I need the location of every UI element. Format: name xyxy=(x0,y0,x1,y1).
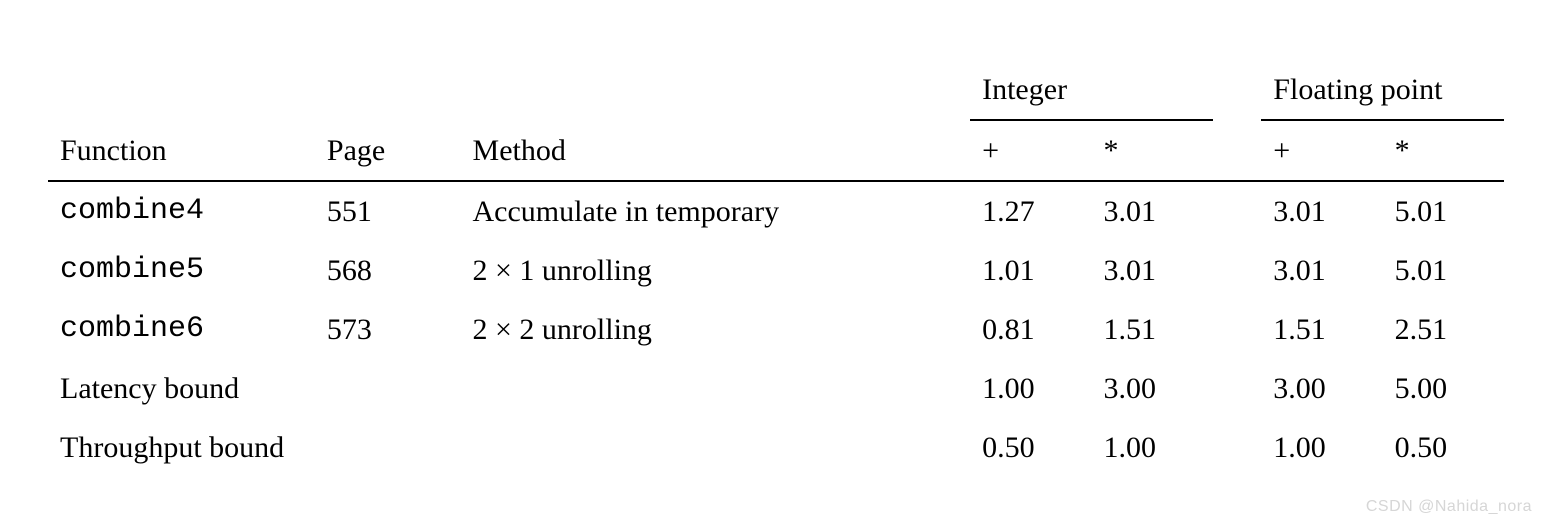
cell-int-star: 3.01 xyxy=(1091,181,1212,241)
watermark-text: CSDN @Nahida_nora xyxy=(1366,498,1532,516)
cell-function: combine5 xyxy=(48,241,315,300)
header-group-row: Integer Floating point xyxy=(48,60,1504,120)
cell-fp-star: 2.51 xyxy=(1383,300,1504,359)
cell-fp-plus: 1.51 xyxy=(1261,300,1382,359)
cell-function: combine6 xyxy=(48,300,315,359)
table-row-bound: Latency bound 1.00 3.00 3.00 5.00 xyxy=(48,359,1504,418)
cell-page: 573 xyxy=(315,300,461,359)
header-fp-star: * xyxy=(1383,120,1504,181)
cell-method: Accumulate in temporary xyxy=(461,181,971,241)
cell-method: 2 × 1 unrolling xyxy=(461,241,971,300)
cell-fp-plus: 3.01 xyxy=(1261,181,1382,241)
header-function: Function xyxy=(48,120,315,181)
header-method: Method xyxy=(461,120,971,181)
header-columns-row: Function Page Method + * + * xyxy=(48,120,1504,181)
cell-int-star: 3.00 xyxy=(1091,359,1212,418)
cell-bound-label: Throughput bound xyxy=(48,418,970,477)
cell-bound-label: Latency bound xyxy=(48,359,970,418)
cell-fp-star: 5.01 xyxy=(1383,181,1504,241)
cell-fp-star: 0.50 xyxy=(1383,418,1504,477)
cell-fp-star: 5.00 xyxy=(1383,359,1504,418)
header-page: Page xyxy=(315,120,461,181)
cell-int-star: 1.51 xyxy=(1091,300,1212,359)
cell-int-plus: 0.50 xyxy=(970,418,1091,477)
table-row: combine6 573 2 × 2 unrolling 0.81 1.51 1… xyxy=(48,300,1504,359)
table-row-bound: Throughput bound 0.50 1.00 1.00 0.50 xyxy=(48,418,1504,477)
cell-int-plus: 1.00 xyxy=(970,359,1091,418)
cell-int-plus: 1.01 xyxy=(970,241,1091,300)
cell-int-plus: 1.27 xyxy=(970,181,1091,241)
cell-int-star: 3.01 xyxy=(1091,241,1212,300)
cell-method: 2 × 2 unrolling xyxy=(461,300,971,359)
header-fp-plus: + xyxy=(1261,120,1382,181)
table-row: combine4 551 Accumulate in temporary 1.2… xyxy=(48,181,1504,241)
cell-int-star: 1.00 xyxy=(1091,418,1212,477)
cell-fp-star: 5.01 xyxy=(1383,241,1504,300)
cell-page: 551 xyxy=(315,181,461,241)
header-int-star: * xyxy=(1091,120,1212,181)
performance-table: Integer Floating point Function Page Met… xyxy=(48,60,1504,477)
cell-function: combine4 xyxy=(48,181,315,241)
cell-fp-plus: 1.00 xyxy=(1261,418,1382,477)
header-integer: Integer xyxy=(970,60,1213,120)
cell-fp-plus: 3.01 xyxy=(1261,241,1382,300)
header-int-plus: + xyxy=(970,120,1091,181)
cell-page: 568 xyxy=(315,241,461,300)
table-row: combine5 568 2 × 1 unrolling 1.01 3.01 3… xyxy=(48,241,1504,300)
cell-fp-plus: 3.00 xyxy=(1261,359,1382,418)
cell-int-plus: 0.81 xyxy=(970,300,1091,359)
header-float: Floating point xyxy=(1261,60,1504,120)
